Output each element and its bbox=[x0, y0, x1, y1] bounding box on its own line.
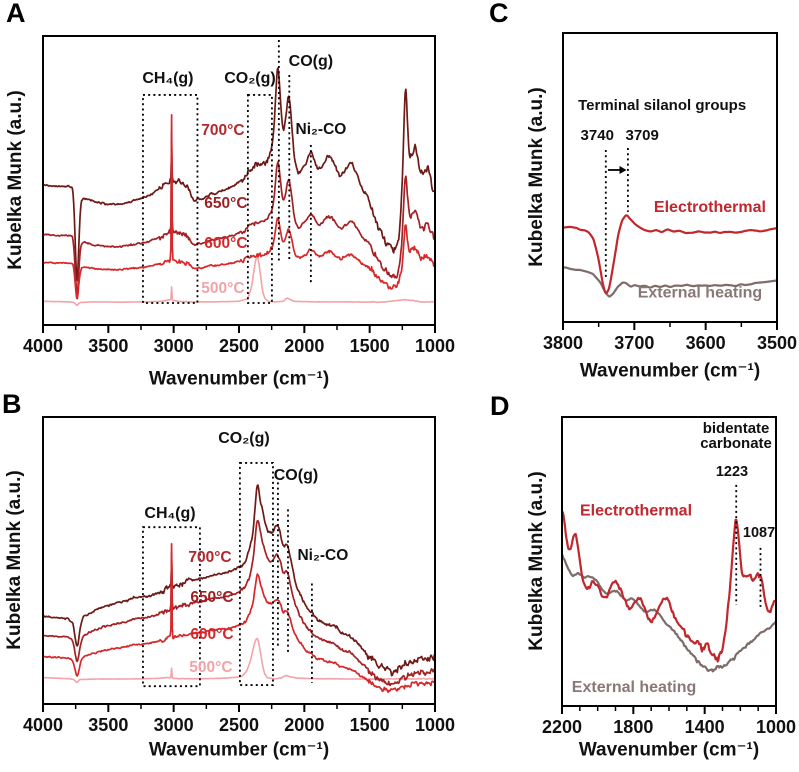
co2-region-box-box bbox=[239, 462, 274, 686]
panel-A-plot: 4000 3500 3000 2500 2000 1500 1000 CH₄(g) CO₂(g)… bbox=[23, 35, 455, 356]
x-tick-label: 1000 bbox=[756, 717, 796, 737]
co2-gas-label: CO₂(g) bbox=[218, 430, 270, 447]
ch4-gas-label: CH₄(g) bbox=[142, 70, 193, 87]
spectrum-curve-500-c bbox=[44, 256, 434, 306]
temp-650-label: 650°C bbox=[190, 589, 233, 606]
panel-letter-A: A bbox=[6, 0, 26, 28]
panel-letter-D: D bbox=[490, 391, 510, 421]
spectrum-curve-600-c bbox=[44, 542, 434, 694]
co-gas-label: CO(g) bbox=[289, 53, 333, 70]
x-tick-label: 1000 bbox=[415, 715, 455, 735]
spectrum-curve-700-c bbox=[44, 67, 434, 282]
x-axis-title-D: Wavenumber (cm⁻¹) bbox=[578, 739, 760, 761]
spectrum-curve-600-c bbox=[44, 114, 434, 300]
panel-letter-C: C bbox=[489, 0, 509, 28]
peak-1087-label: 1087 bbox=[743, 525, 775, 541]
co2-region-box-box bbox=[246, 94, 273, 304]
x-tick-label: 1400 bbox=[685, 717, 725, 737]
spectrum-curve-external-heating bbox=[563, 553, 775, 673]
terminal-silanol-label: Terminal silanol groups bbox=[578, 97, 746, 114]
shift-arrow-head bbox=[619, 165, 627, 174]
x-tick-label: 2200 bbox=[542, 717, 582, 737]
x-axis-title-A: Wavenumber (cm⁻¹) bbox=[148, 368, 330, 390]
panel-B-plot: 4000 3500 3000 2500 2000 1500 1000 CO₂(g) CH₄(g)… bbox=[23, 416, 455, 735]
y-axis-title-D: Kubelka Munk (a.u.) bbox=[526, 471, 547, 651]
y-axis-title-A: Kubelka Munk (a.u.) bbox=[5, 90, 26, 270]
temp-650-label: 650°C bbox=[204, 195, 247, 212]
external-heating-label: External heating bbox=[572, 679, 696, 696]
x-tick-label: 2000 bbox=[284, 715, 324, 735]
y-axis-title-C: Kubelka Munk (a.u.) bbox=[526, 87, 547, 267]
spectrum-curve-650-c bbox=[44, 519, 434, 687]
x-tick-label: 3500 bbox=[757, 333, 797, 353]
x-tick-label: 2000 bbox=[284, 336, 324, 356]
x-tick-label: 4000 bbox=[23, 715, 63, 735]
x-axis-title-C: Wavenumber (cm⁻¹) bbox=[579, 360, 761, 382]
x-tick-label: 2500 bbox=[219, 336, 259, 356]
x-tick-label: 2500 bbox=[219, 715, 259, 735]
temp-500-label: 500°C bbox=[189, 659, 232, 676]
y-axis-title-B: Kubelka Munk (a.u.) bbox=[4, 470, 25, 650]
spectrum-curve-700-c bbox=[44, 484, 434, 677]
spectrum-curve-650-c bbox=[44, 131, 434, 296]
panel-letter-B: B bbox=[2, 389, 22, 419]
x-tick-label: 1500 bbox=[350, 715, 390, 735]
panel-D-plot: 2200 1800 1400 1000 bidentate carbonate 1223 10… bbox=[542, 416, 796, 737]
panel-C-plot: 3800 3700 3600 3500 Terminal silanol groups 3… bbox=[543, 32, 797, 353]
temp-600-label: 600°C bbox=[190, 626, 233, 643]
external-heating-label: External heating bbox=[638, 284, 762, 301]
x-tick-label: 3700 bbox=[614, 333, 654, 353]
peak-3740-label: 3740 bbox=[581, 127, 614, 144]
ch4-gas-label: CH₄(g) bbox=[144, 505, 195, 522]
temp-700-label: 700°C bbox=[188, 549, 231, 566]
x-axis-title-B: Wavenumber (cm⁻¹) bbox=[148, 739, 330, 761]
co-gas-label: CO(g) bbox=[274, 467, 318, 484]
spectrum-curve-500-c bbox=[44, 637, 434, 684]
electrothermal-label: Electrothermal bbox=[654, 199, 766, 216]
peak-3709-label: 3709 bbox=[625, 127, 658, 144]
x-tick-label: 1000 bbox=[415, 336, 455, 356]
x-tick-label: 3500 bbox=[88, 715, 128, 735]
temp-500-label: 500°C bbox=[201, 280, 244, 297]
peak-1223-label: 1223 bbox=[716, 464, 748, 480]
co2-gas-label: CO₂(g) bbox=[224, 70, 276, 87]
temp-700-label: 700°C bbox=[201, 122, 244, 139]
x-tick-label: 1800 bbox=[613, 717, 653, 737]
spectrum-curve-electrothermal bbox=[563, 510, 775, 663]
plot-frame bbox=[561, 416, 777, 707]
x-tick-label: 3000 bbox=[154, 336, 194, 356]
spectrum-curve-electrothermal bbox=[564, 214, 776, 295]
x-tick-label: 3600 bbox=[686, 333, 726, 353]
x-tick-label: 3000 bbox=[154, 715, 194, 735]
x-tick-label: 3500 bbox=[88, 336, 128, 356]
ch4-region-box-box bbox=[142, 94, 199, 304]
x-tick-label: 1500 bbox=[350, 336, 390, 356]
temp-600-label: 600°C bbox=[204, 235, 247, 252]
spectrum-curve-external-heating bbox=[564, 266, 776, 298]
ch4-region-box-box bbox=[142, 526, 201, 688]
ni2-co-label: Ni₂-CO bbox=[296, 121, 347, 138]
x-tick-label: 3800 bbox=[543, 333, 583, 353]
plot-frame bbox=[562, 32, 778, 323]
x-tick-label: 4000 bbox=[23, 336, 63, 356]
ni2-co-label: Ni₂-CO bbox=[297, 547, 348, 564]
bidentate-carbonate-label: bidentate carbonate bbox=[700, 420, 772, 452]
electrothermal-label: Electrothermal bbox=[580, 502, 692, 519]
